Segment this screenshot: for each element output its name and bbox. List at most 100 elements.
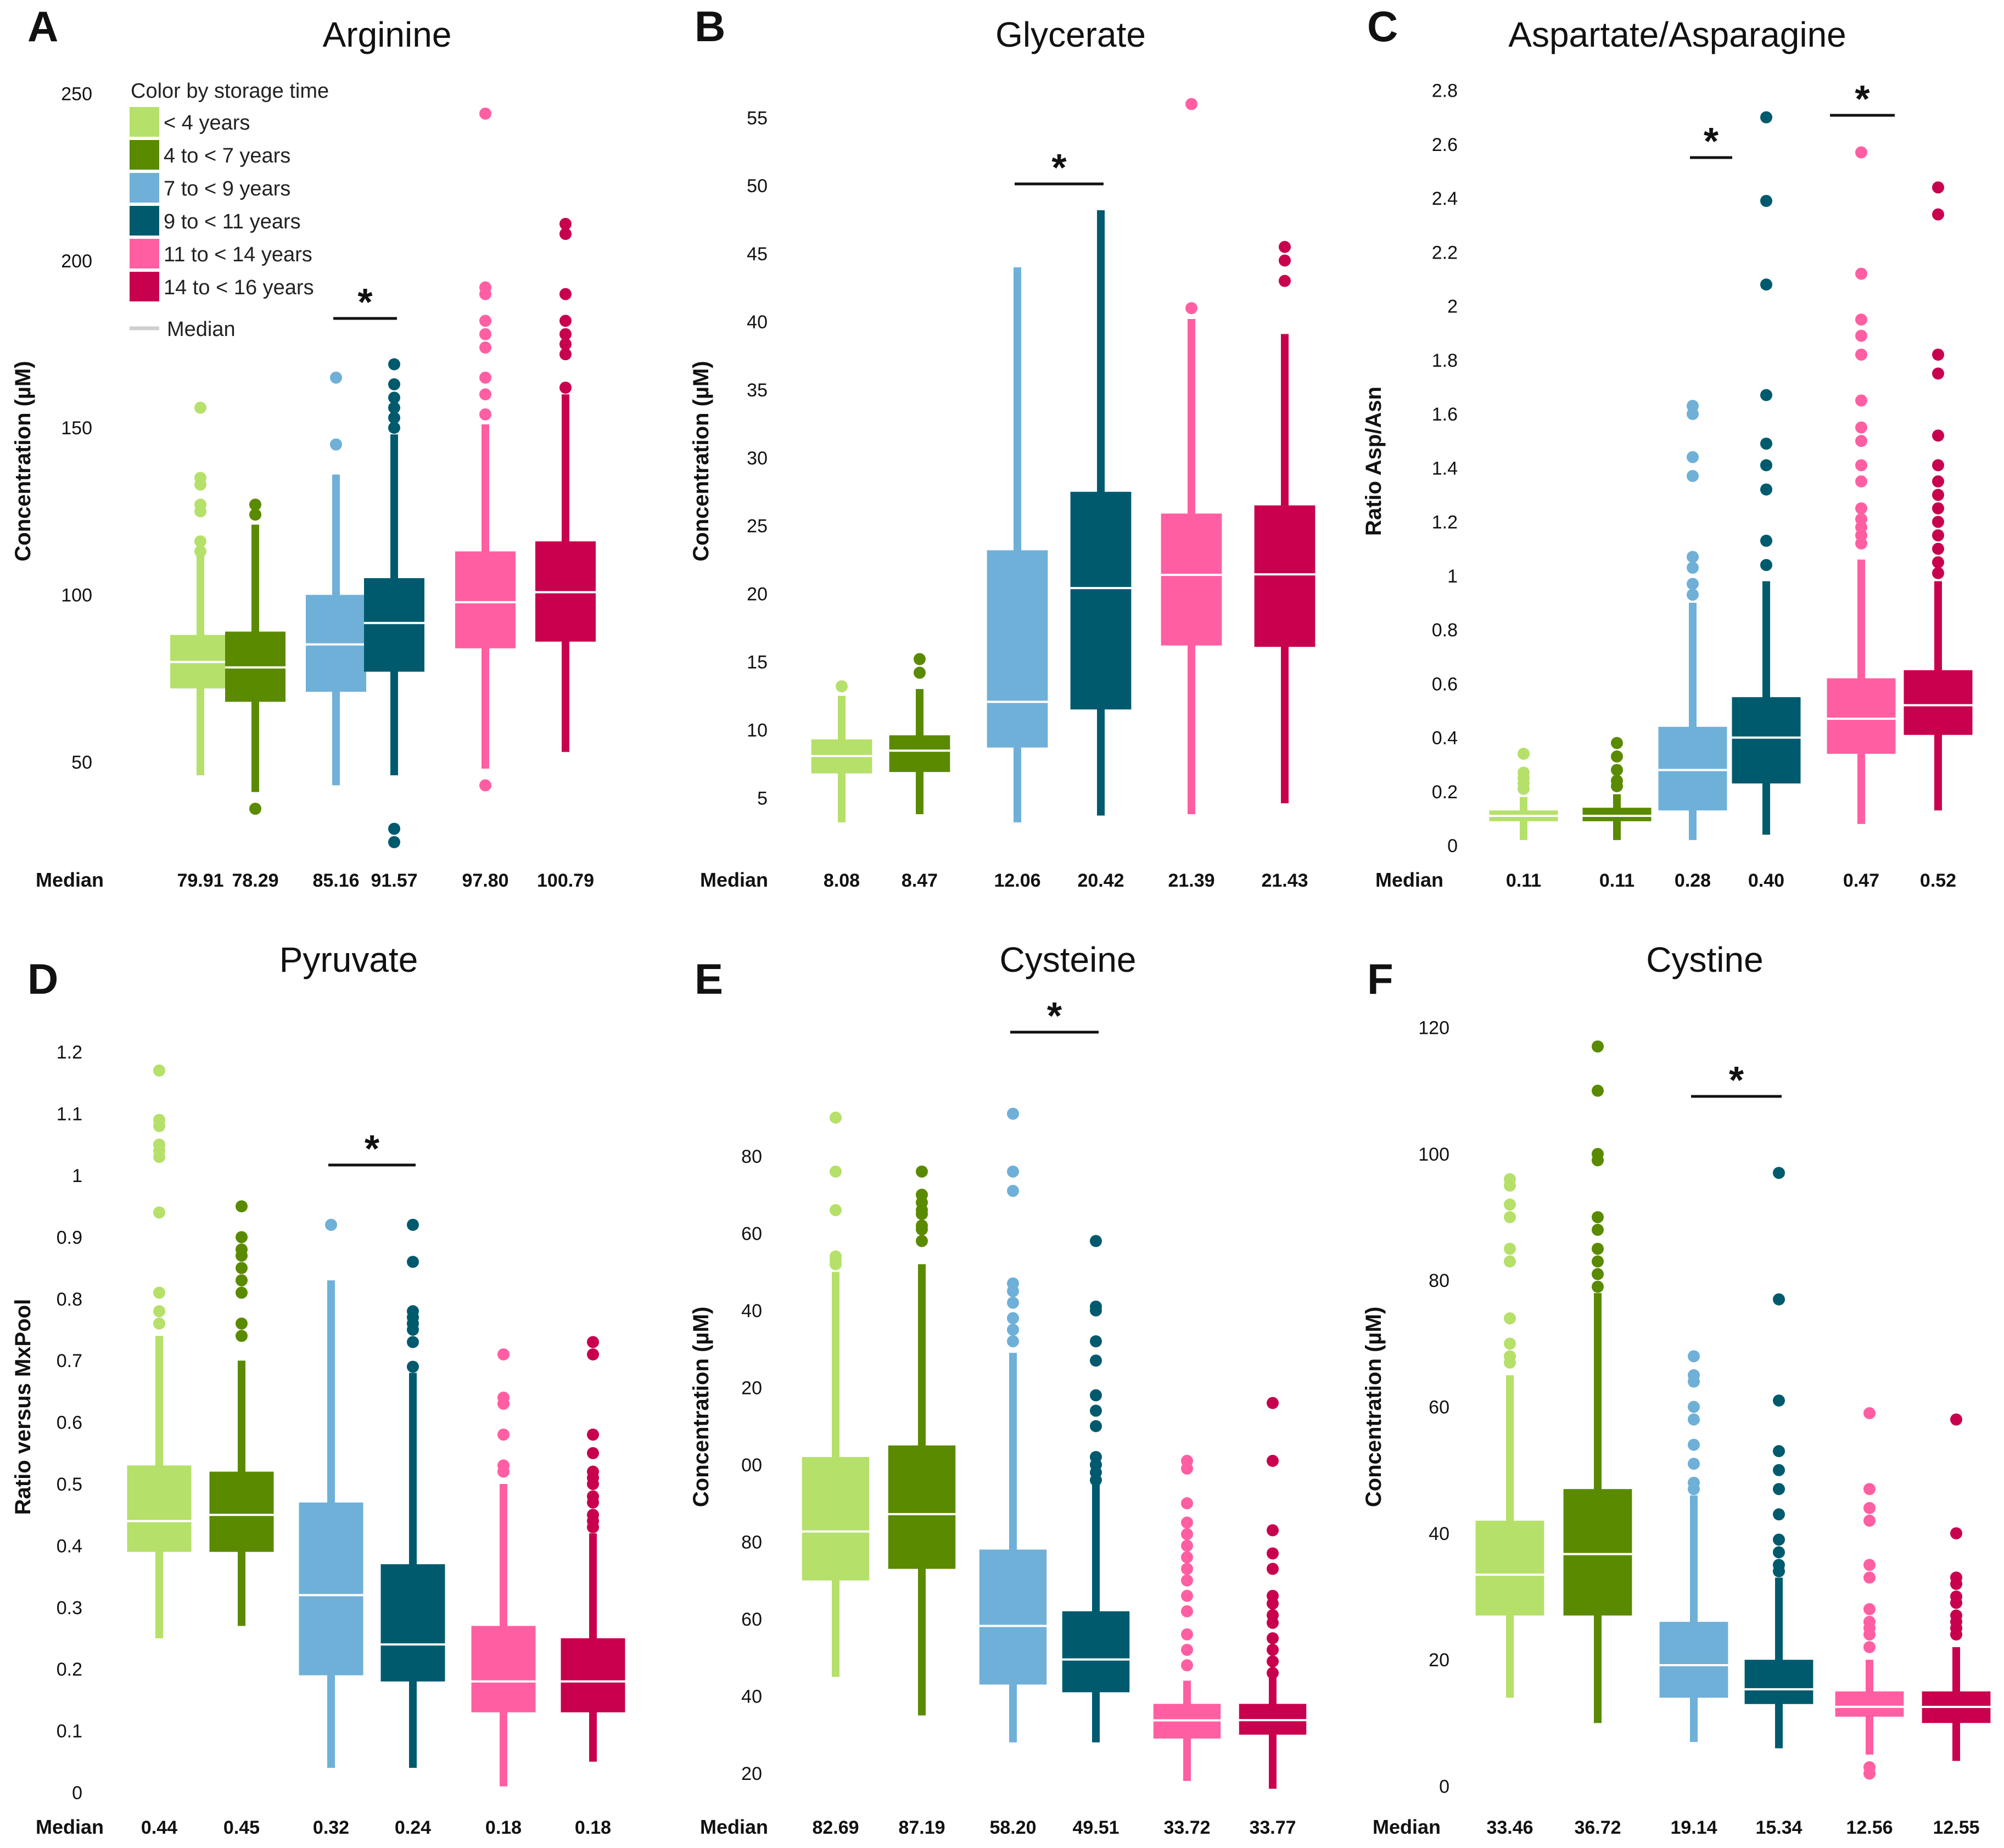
- outlier-point: [407, 1336, 419, 1348]
- outlier-point: [153, 1064, 165, 1077]
- outlier-point: [1932, 348, 1944, 361]
- outlier-point: [587, 1521, 599, 1533]
- outlier-point: [497, 1465, 510, 1478]
- outlier-point: [587, 1496, 599, 1509]
- box-group-5: [455, 107, 516, 792]
- box-group-6: [1904, 181, 1973, 811]
- y-tick-label: 1.2: [1432, 512, 1458, 533]
- box-group-3: [979, 1107, 1047, 1743]
- outlier-point: [1007, 1312, 1019, 1324]
- median-value-label: 20.42: [1077, 870, 1124, 891]
- outlier-point: [1185, 98, 1197, 110]
- y-tick-label: 2.4: [1432, 188, 1458, 209]
- outlier-point: [1773, 1394, 1785, 1407]
- outlier-point: [1518, 747, 1530, 760]
- outlier-point: [1687, 578, 1699, 590]
- y-tick-label: 60: [741, 1609, 762, 1630]
- chart-title: Pyruvate: [279, 940, 418, 979]
- y-tick-label: 80: [741, 1146, 762, 1167]
- box-iqr: [1732, 697, 1801, 784]
- outlier-point: [1760, 389, 1772, 401]
- outlier-point: [587, 1447, 599, 1459]
- median-value-label: 85.16: [312, 870, 359, 891]
- outlier-point: [1611, 780, 1623, 792]
- outlier-point: [236, 1250, 248, 1262]
- median-row-label: Median: [700, 1816, 768, 1838]
- y-tick-label: 0.7: [57, 1351, 82, 1371]
- outlier-point: [916, 1165, 928, 1178]
- outlier-point: [153, 1120, 165, 1133]
- outlier-point: [1932, 502, 1944, 514]
- chart-title: Cystine: [1646, 940, 1763, 979]
- box-group-4: [1732, 111, 1801, 835]
- outlier-point: [1932, 542, 1944, 555]
- box-group-1: [802, 1111, 870, 1677]
- outlier-point: [1592, 1211, 1604, 1224]
- box-group-4: [380, 1218, 445, 1768]
- outlier-point: [1592, 1224, 1604, 1236]
- outlier-point: [407, 1218, 419, 1231]
- box-iqr: [979, 1549, 1047, 1685]
- y-tick-label: 20: [747, 584, 768, 605]
- outlier-point: [1504, 1198, 1516, 1211]
- outlier-point: [1592, 1084, 1604, 1097]
- y-tick-label: 0.4: [1432, 728, 1458, 749]
- median-value-label: 97.80: [462, 870, 508, 891]
- y-tick-label: 100: [1418, 1144, 1449, 1165]
- outlier-point: [1181, 1628, 1193, 1640]
- box-group-2: [889, 653, 950, 815]
- box-group-6: [1922, 1413, 1991, 1761]
- outlier-point: [1267, 1454, 1279, 1467]
- median-value-label: 0.24: [395, 1817, 431, 1838]
- significance-star: *: [1051, 146, 1067, 189]
- box-group-3: [1658, 400, 1727, 841]
- box-group-2: [1582, 737, 1652, 841]
- outlier-point: [1090, 1389, 1102, 1402]
- box-iqr: [1658, 726, 1727, 811]
- outlier-point: [236, 1317, 248, 1330]
- median-value-label: 82.69: [812, 1817, 859, 1838]
- outlier-point: [1855, 313, 1867, 326]
- y-axis-label: Ratio Asp/Asn: [1362, 387, 1386, 536]
- legend-swatch: [130, 173, 159, 203]
- y-tick-label: 40: [747, 312, 768, 333]
- outlier-point: [1007, 1324, 1019, 1336]
- box-iqr: [1904, 670, 1973, 735]
- outlier-point: [1932, 489, 1944, 501]
- outlier-point: [1932, 475, 1944, 488]
- median-value-label: 0.18: [485, 1817, 522, 1838]
- median-value-label: 0.47: [1843, 870, 1879, 891]
- outlier-point: [1181, 1528, 1193, 1541]
- outlier-point: [830, 1165, 842, 1178]
- legend-swatch: [130, 239, 159, 268]
- box-iqr: [987, 550, 1048, 748]
- outlier-point: [1687, 562, 1699, 574]
- panel-d: D Pyruvate Ratio versus MxPool 0 0.1 0.2 0.3 0.…: [11, 940, 625, 1838]
- outlier-point: [559, 338, 572, 350]
- outlier-point: [236, 1274, 248, 1287]
- chart-title: Arginine: [323, 15, 452, 54]
- panel-letter: B: [695, 2, 725, 51]
- legend-label: 7 to < 9 years: [164, 177, 290, 200]
- outlier-point: [1932, 208, 1944, 221]
- y-tick-label: 1: [1447, 566, 1458, 587]
- median-value-label: 12.55: [1933, 1817, 1979, 1838]
- box-group-4: [1070, 210, 1132, 816]
- y-tick-label: 15: [747, 652, 768, 673]
- outlier-point: [559, 217, 572, 230]
- outlier-point: [1611, 764, 1623, 776]
- y-tick-label: 00: [741, 1455, 762, 1476]
- box-group-1: [811, 680, 872, 822]
- outlier-point: [1504, 1242, 1516, 1255]
- median-value-label: 33.72: [1163, 1817, 1210, 1838]
- outlier-point: [1760, 438, 1772, 450]
- outlier-point: [1267, 1563, 1279, 1575]
- legend-swatch: [130, 107, 159, 137]
- median-value-label: 0.28: [1675, 870, 1711, 891]
- box-iqr: [1475, 1520, 1544, 1616]
- box-iqr: [127, 1465, 192, 1552]
- outlier-point: [1504, 1356, 1516, 1369]
- box-group-2: [888, 1165, 956, 1716]
- outlier-point: [1267, 1397, 1279, 1409]
- outlier-point: [916, 1223, 928, 1236]
